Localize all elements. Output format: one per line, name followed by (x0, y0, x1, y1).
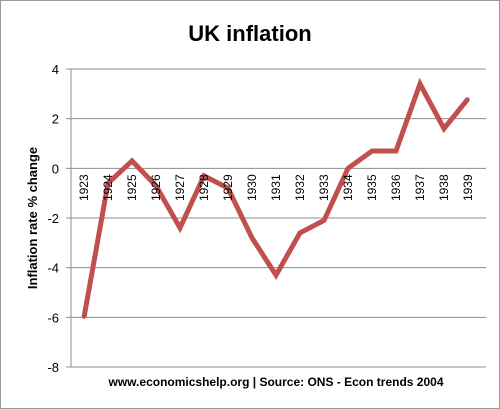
data-point (466, 97, 470, 101)
x-tick-label: 1928 (197, 174, 211, 201)
x-tick-label: 1927 (173, 174, 187, 201)
data-point (274, 273, 278, 277)
chart-title: UK inflation (188, 21, 311, 46)
data-point (130, 159, 134, 163)
x-tick-label: 1929 (221, 174, 235, 201)
x-tick-label: 1937 (413, 174, 427, 201)
x-ticks: 1923 1924 1925 1926 1927 1928 1929 1930 1931 1932… (77, 174, 475, 201)
data-point (394, 149, 398, 153)
source-note: www.economicshelp.org | Source: ONS - Ec… (108, 375, 444, 389)
data-point (250, 236, 254, 240)
y-tick-label: -8 (47, 360, 59, 375)
data-point (82, 315, 86, 319)
data-point (106, 181, 110, 185)
x-tick-label: 1936 (389, 174, 403, 201)
y-tick-label: -2 (47, 211, 59, 226)
x-tick-label: 1924 (101, 174, 115, 201)
y-tick-label: -4 (47, 261, 59, 276)
y-tick-label: 0 (52, 161, 59, 176)
y-tick-label: 4 (52, 62, 59, 77)
data-point (178, 226, 182, 230)
data-point (202, 174, 206, 178)
data-point (418, 82, 422, 86)
x-tick-label: 1933 (317, 174, 331, 201)
x-tick-label: 1935 (365, 174, 379, 201)
y-ticks: 4 2 0 -2 -4 -6 -8 (47, 62, 71, 375)
x-tick-label: 1925 (125, 174, 139, 201)
x-tick-label: 1939 (461, 174, 475, 201)
x-tick-label: 1923 (77, 174, 91, 201)
x-tick-label: 1930 (245, 174, 259, 201)
x-tick-label: 1932 (293, 174, 307, 201)
data-point (154, 184, 158, 188)
y-tick-label: -6 (47, 310, 59, 325)
gridlines (71, 68, 486, 368)
data-point (442, 127, 446, 131)
x-tick-label: 1938 (437, 174, 451, 201)
y-tick-label: 2 (52, 112, 59, 127)
series-group (81, 77, 470, 319)
x-tick-label: 1934 (341, 174, 355, 201)
data-point (226, 186, 230, 190)
data-point (322, 218, 326, 222)
x-tick-label: 1931 (269, 174, 283, 201)
data-point (370, 149, 374, 153)
x-tick-label: 1926 (149, 174, 163, 201)
data-point (346, 166, 350, 170)
y-axis-title: Inflation rate % change (25, 147, 40, 289)
data-point (298, 231, 302, 235)
